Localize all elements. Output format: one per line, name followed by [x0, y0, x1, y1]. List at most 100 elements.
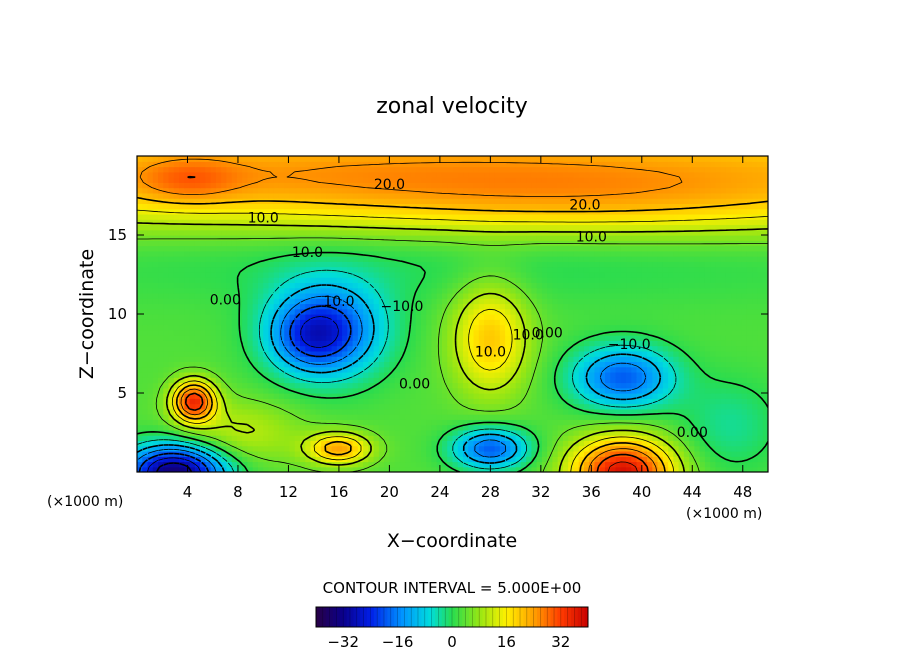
heatmap-cell	[531, 440, 538, 447]
heatmap-cell	[415, 256, 422, 262]
heatmap-cell	[441, 329, 448, 336]
heatmap-cell	[363, 308, 369, 315]
heatmap-cell	[652, 314, 659, 320]
heatmap-cell	[652, 361, 659, 368]
heatmap-cell	[205, 450, 212, 457]
heatmap-cell	[289, 250, 296, 257]
heatmap-cell	[752, 450, 759, 457]
heatmap-cell	[242, 366, 249, 373]
heatmap-cell	[457, 450, 464, 457]
heatmap-cell	[247, 377, 254, 384]
heatmap-cell	[720, 456, 727, 463]
heatmap-cell	[399, 366, 406, 373]
heatmap-cell	[447, 250, 454, 257]
heatmap-cell	[168, 440, 175, 447]
heatmap-cell	[505, 461, 511, 468]
heatmap-cell	[626, 408, 632, 415]
heatmap-cell	[647, 393, 653, 399]
heatmap-cell	[541, 282, 548, 289]
heatmap-cell	[431, 329, 438, 336]
heatmap-cell	[331, 377, 338, 384]
heatmap-cell	[389, 377, 396, 384]
heatmap-cell	[552, 350, 559, 357]
heatmap-cell	[604, 387, 611, 394]
heatmap-cell	[505, 298, 511, 305]
heatmap-cell	[300, 271, 306, 278]
heatmap-cell	[168, 329, 175, 336]
heatmap-cell	[741, 350, 748, 357]
heatmap-cell	[236, 256, 243, 262]
heatmap-cell	[252, 361, 259, 368]
heatmap-cell	[725, 403, 732, 410]
heatmap-cell	[478, 256, 485, 262]
heatmap-cell	[647, 377, 653, 384]
heatmap-cell	[694, 382, 701, 389]
heatmap-cell	[257, 271, 264, 278]
heatmap-cell	[310, 366, 317, 373]
heatmap-cell	[315, 250, 322, 257]
heatmap-cell	[547, 298, 554, 305]
heatmap-cell	[242, 393, 249, 399]
heatmap-cell	[242, 414, 249, 420]
heatmap-cell	[752, 424, 759, 431]
heatmap-cell	[357, 429, 364, 436]
heatmap-cell	[662, 445, 669, 452]
heatmap-cell	[484, 408, 490, 415]
heatmap-cell	[457, 440, 464, 447]
heatmap-cell	[589, 461, 596, 468]
heatmap-cell	[594, 266, 601, 273]
heatmap-cell	[678, 256, 685, 262]
heatmap-cell	[515, 277, 522, 283]
heatmap-cell	[752, 435, 759, 441]
heatmap-cell	[231, 350, 238, 357]
heatmap-cell	[384, 435, 390, 441]
heatmap-cell	[652, 271, 659, 278]
heatmap-cell	[447, 329, 454, 336]
heatmap-cell	[426, 340, 433, 347]
heatmap-cell	[194, 435, 201, 441]
heatmap-cell	[657, 403, 664, 410]
heatmap-cell	[478, 440, 485, 447]
heatmap-cell	[326, 277, 333, 283]
heatmap-cell	[310, 435, 317, 441]
heatmap-cell	[715, 361, 722, 368]
heatmap-cell	[221, 324, 227, 331]
heatmap-cell	[573, 329, 580, 336]
heatmap-cell	[725, 393, 732, 399]
heatmap-cell	[242, 356, 249, 362]
heatmap-cell	[536, 461, 543, 468]
heatmap-cell	[399, 403, 406, 410]
heatmap-cell	[510, 261, 517, 268]
heatmap-cell	[725, 277, 732, 283]
heatmap-cell	[736, 298, 743, 305]
heatmap-cell	[436, 261, 443, 268]
heatmap-cell	[158, 440, 164, 447]
heatmap-cell	[168, 419, 175, 426]
heatmap-cell	[278, 256, 285, 262]
heatmap-cell	[463, 298, 469, 305]
heatmap-cell	[357, 366, 364, 373]
heatmap-cell	[463, 335, 469, 341]
heatmap-cell	[526, 282, 532, 289]
heatmap-cell	[273, 282, 280, 289]
heatmap-cell	[568, 303, 575, 310]
heatmap-cell	[321, 350, 327, 357]
heatmap-cell	[510, 266, 517, 273]
heatmap-cell	[384, 440, 390, 447]
heatmap-cell	[526, 361, 532, 368]
heatmap-cell	[447, 382, 454, 389]
heatmap-cell	[147, 340, 154, 347]
heatmap-cell	[452, 308, 459, 315]
heatmap-cell	[158, 408, 164, 415]
heatmap-cell	[626, 261, 632, 268]
heatmap-cell	[647, 456, 653, 463]
heatmap-cell	[631, 350, 638, 357]
heatmap-cell	[410, 250, 417, 257]
heatmap-cell	[221, 350, 227, 357]
heatmap-cell	[641, 456, 648, 463]
heatmap-cell	[242, 277, 249, 283]
heatmap-cell	[363, 345, 369, 352]
heatmap-cell	[505, 282, 511, 289]
heatmap-cell	[515, 319, 522, 326]
heatmap-cell	[746, 461, 753, 468]
